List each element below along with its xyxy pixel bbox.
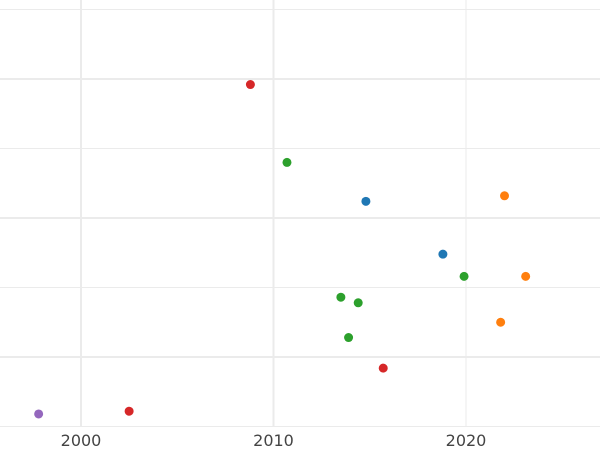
data-point <box>459 271 469 281</box>
points <box>34 80 531 419</box>
data-point <box>378 363 388 373</box>
x-axis-ticks: 2000 2010 2020 <box>61 431 487 450</box>
grid <box>0 0 600 427</box>
data-point <box>353 298 363 308</box>
x-tick-label: 2020 <box>446 431 487 450</box>
data-point <box>245 80 255 90</box>
data-point <box>282 157 292 167</box>
data-point <box>361 196 371 206</box>
data-point <box>500 191 509 201</box>
data-point <box>438 249 448 259</box>
x-tick-label: 2010 <box>253 431 294 450</box>
data-point <box>336 292 346 302</box>
x-tick-label: 2000 <box>61 431 102 450</box>
data-point <box>344 333 354 343</box>
data-point <box>521 271 531 281</box>
data-point <box>124 406 134 416</box>
data-point <box>34 409 44 419</box>
data-point <box>496 317 506 327</box>
